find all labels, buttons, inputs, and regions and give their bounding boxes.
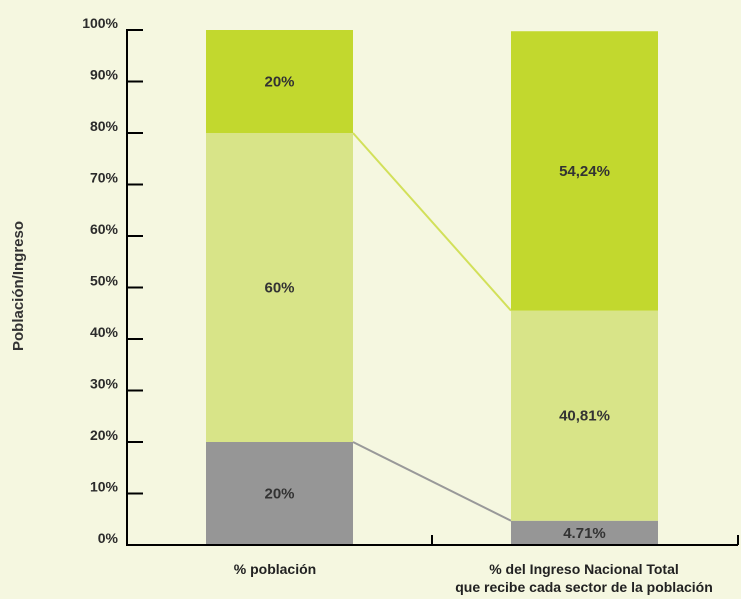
data-label-1-2: 54,24% — [559, 163, 610, 180]
bar-segment-0-0 — [206, 442, 353, 545]
y-tick-label-5: 50% — [90, 273, 119, 289]
bar-segment-1-1 — [511, 310, 658, 521]
labels: 20% 60% 20% 4.71% 40,81% 54,24% — [264, 74, 609, 542]
bars — [206, 30, 658, 545]
data-label-0-2: 20% — [264, 74, 294, 91]
bar-segment-0-2 — [206, 30, 353, 133]
data-label-0-0: 20% — [264, 486, 294, 503]
y-axis-title: Población/Ingreso — [10, 221, 27, 351]
data-label-1-1: 40,81% — [559, 408, 610, 425]
y-tick-label-9: 90% — [90, 67, 119, 83]
category-label-1-1: que recibe cada sector de la población — [455, 579, 713, 595]
data-label-0-1: 60% — [264, 280, 294, 297]
connector-line-1 — [352, 132, 512, 312]
bar-segment-0-1 — [206, 133, 353, 442]
y-tick-label-6: 60% — [90, 221, 119, 237]
connector-lines — [352, 132, 512, 522]
y-tick-label-0: 0% — [98, 530, 119, 546]
y-tick-label-4: 40% — [90, 324, 119, 340]
connector-line-0 — [352, 441, 512, 522]
y-tick-label-7: 70% — [90, 170, 119, 186]
y-tick-label-2: 20% — [90, 427, 119, 443]
y-tick-label-3: 30% — [90, 376, 119, 392]
bar-segment-1-2 — [511, 31, 658, 311]
bar-segment-1-0 — [511, 520, 658, 545]
category-label-1-0: % del Ingreso Nacional Total — [489, 561, 679, 577]
y-tick-label-8: 80% — [90, 118, 119, 134]
y-tick-label-1: 10% — [90, 479, 119, 495]
data-label-1-0: 4.71% — [563, 525, 606, 542]
axes: 0% 10% 20% 30% 40% 50% 60% 70% 80% 90% 100% % pobla… — [82, 15, 739, 595]
category-label-0-0: % población — [234, 561, 316, 577]
y-tick-label-10: 100% — [82, 15, 118, 31]
